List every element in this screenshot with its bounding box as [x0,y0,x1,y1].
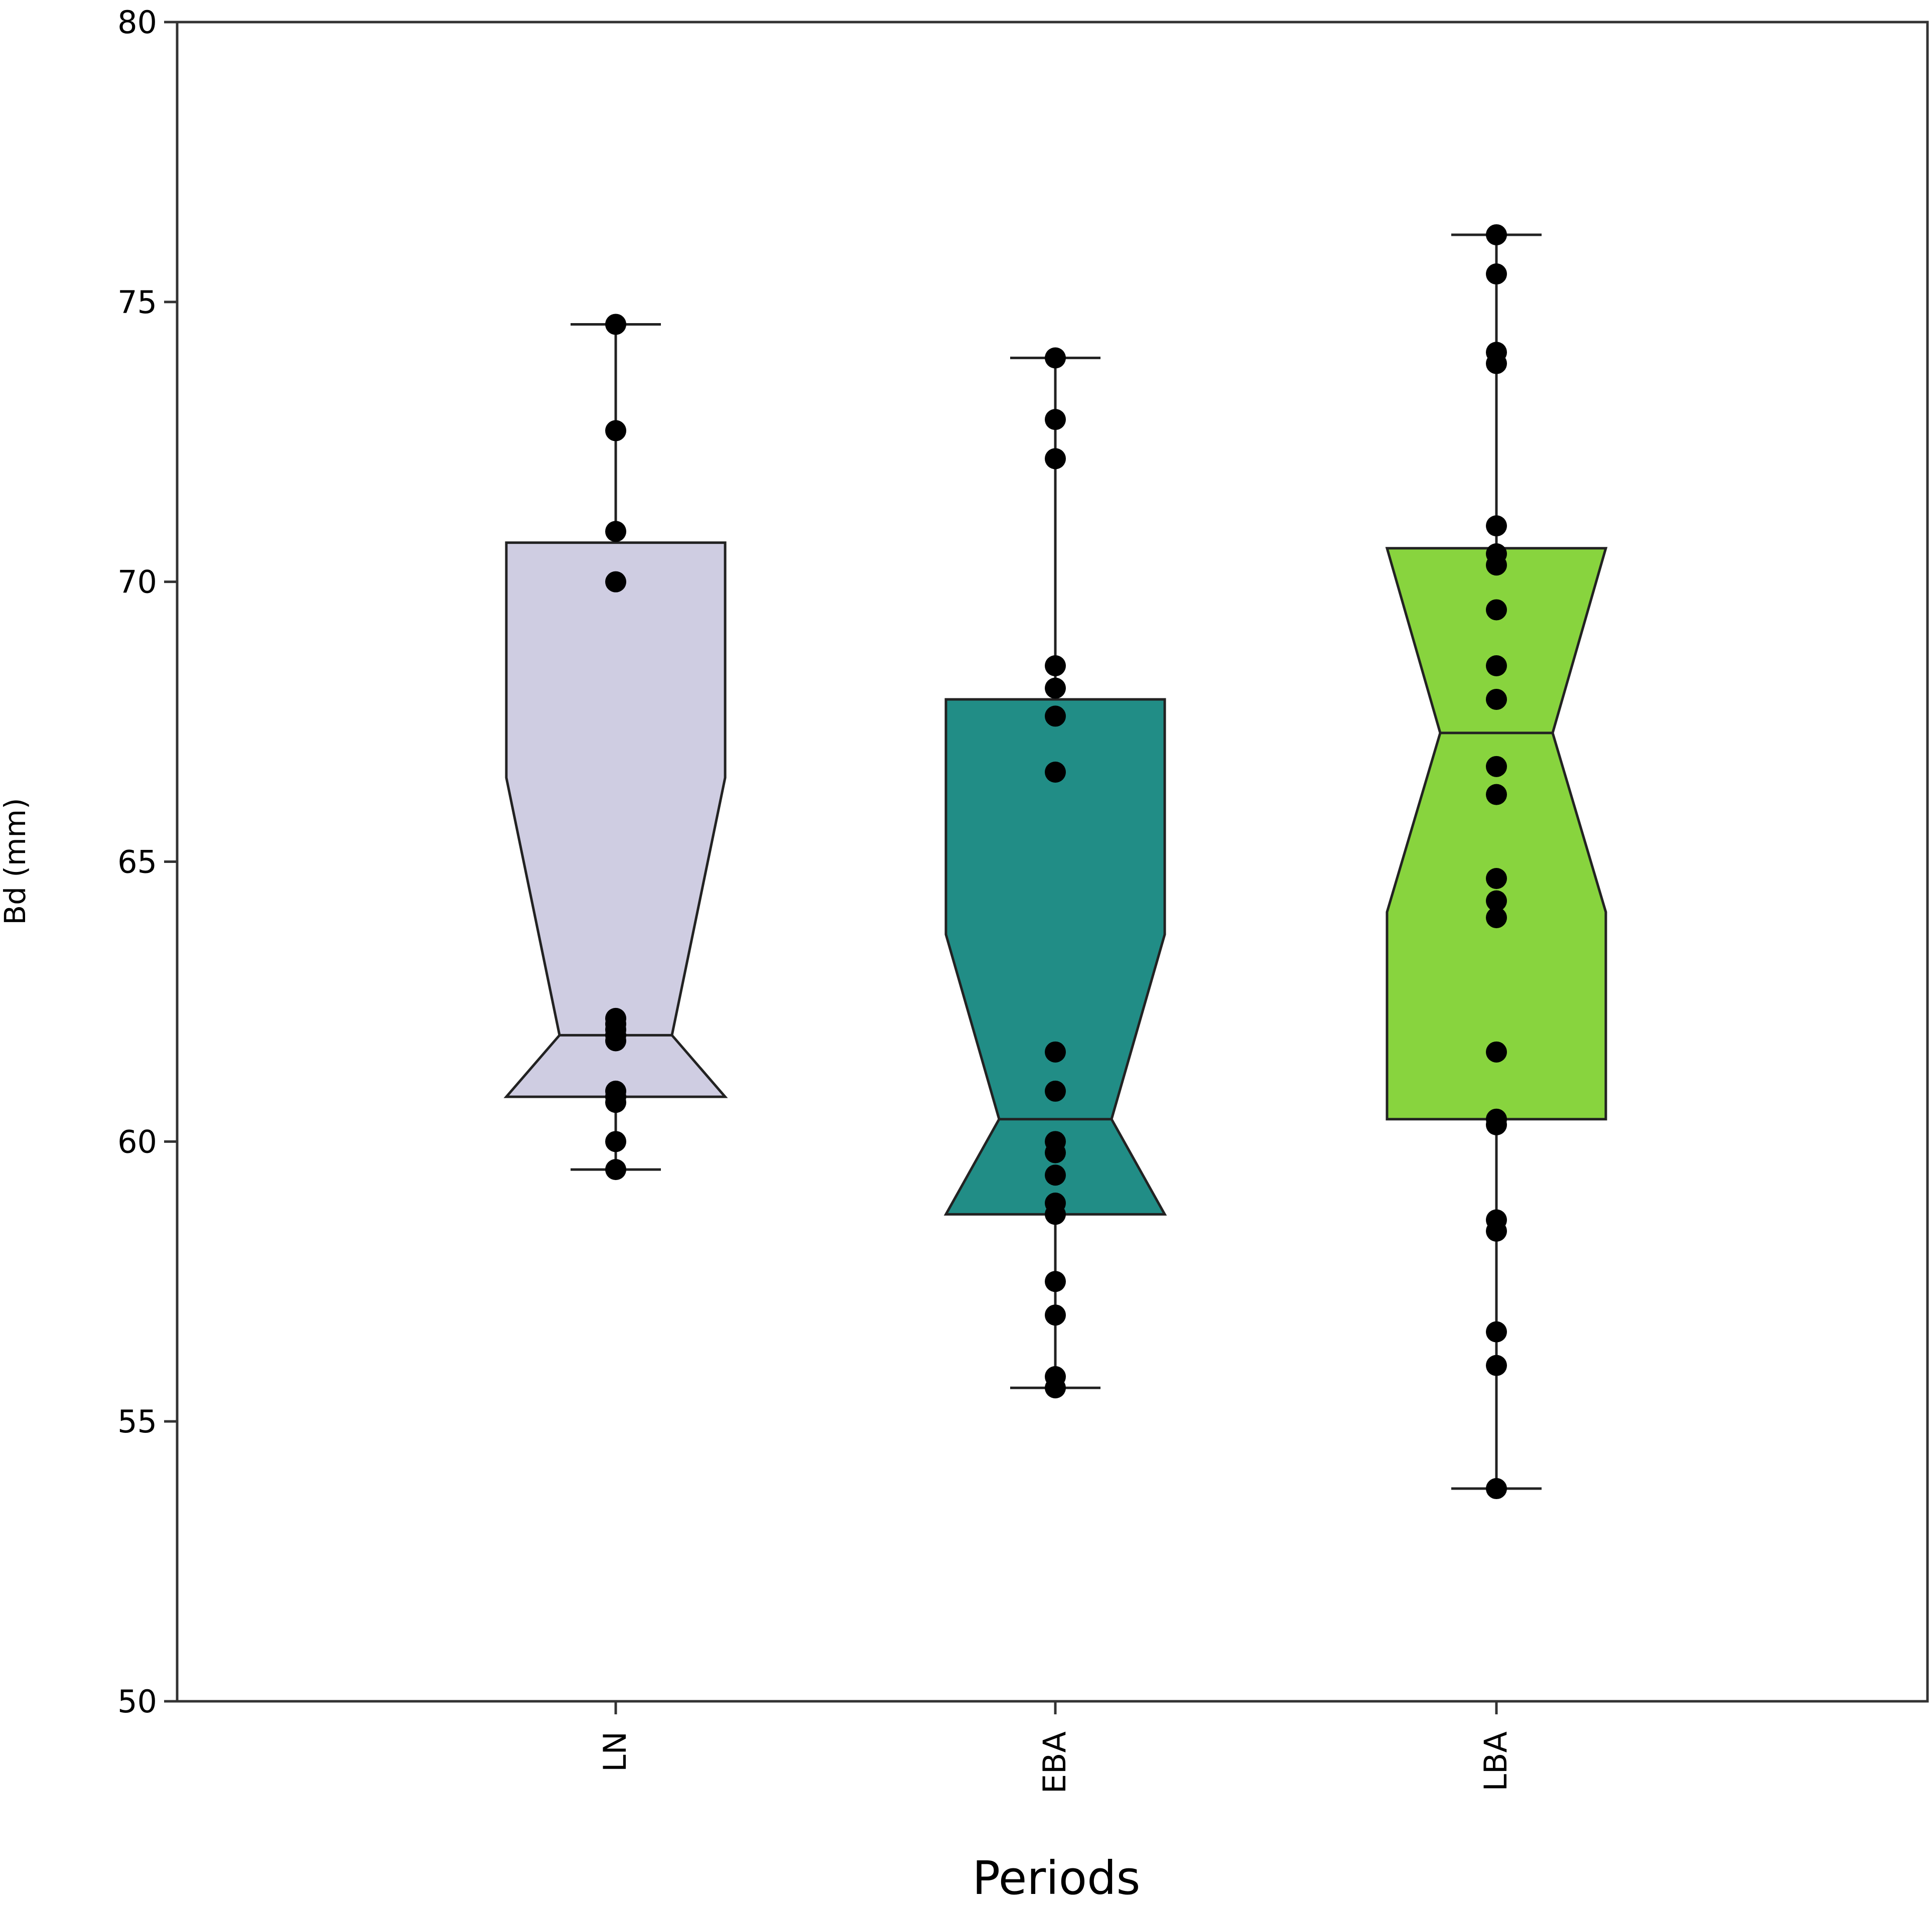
y-tick-label: 75 [117,284,157,321]
data-point [1486,554,1507,576]
data-point [605,1030,626,1052]
data-point [605,420,626,442]
data-point [1486,784,1507,805]
y-axis: 50 55 60 65 70 75 80 [117,4,177,1720]
notched-box [503,541,728,1098]
y-tick-label: 65 [117,844,157,880]
x-tick-label: EBA [1036,1731,1073,1794]
data-point [1045,347,1066,369]
data-point [1486,599,1507,621]
data-point [1045,448,1066,470]
data-point [1486,688,1507,710]
data-point [1045,1142,1066,1163]
box-group [943,347,1167,1399]
data-point [605,1092,626,1113]
box-group [1385,224,1608,1500]
data-point [1045,1080,1066,1102]
data-point [1486,1114,1507,1135]
data-point [1486,1220,1507,1242]
data-point [1486,890,1507,912]
data-point [1486,224,1507,245]
x-tick-label: LN [597,1731,633,1772]
data-point [1045,409,1066,430]
data-point [1486,756,1507,777]
data-point [1045,1304,1066,1326]
y-tick-label: 60 [117,1123,157,1160]
data-point [605,521,626,542]
data-point [1486,907,1507,929]
data-point [1486,655,1507,677]
data-point [605,571,626,593]
data-point [1486,1321,1507,1343]
notched-box [943,698,1167,1216]
y-tick-label: 80 [117,4,157,41]
data-point [1045,677,1066,699]
x-tick-label: LBA [1477,1731,1514,1792]
data-point [1486,1041,1507,1063]
data-point [605,1159,626,1181]
data-point [1486,263,1507,285]
data-point [1486,1478,1507,1500]
box-series [503,224,1608,1500]
data-point [1486,353,1507,374]
data-point [1045,1271,1066,1292]
data-point [605,314,626,335]
data-point [1045,705,1066,727]
data-point [1045,1041,1066,1063]
box-group [503,314,728,1181]
data-point [1045,655,1066,677]
y-tick-label: 50 [117,1683,157,1720]
x-axis: LN EBA LBA [597,1701,1514,1794]
y-tick-label: 70 [117,564,157,601]
data-point [1045,1377,1066,1399]
x-axis-label: Periods [973,1851,1141,1905]
data-point [605,1131,626,1152]
data-point [1486,867,1507,889]
y-axis-label: Bd (mm) [0,798,32,925]
data-point [1486,1355,1507,1376]
data-point [1045,761,1066,783]
notched-box [1385,547,1608,1121]
data-point [1045,1164,1066,1186]
y-tick-label: 55 [117,1403,157,1440]
data-point [1486,515,1507,537]
data-point [1045,1204,1066,1225]
